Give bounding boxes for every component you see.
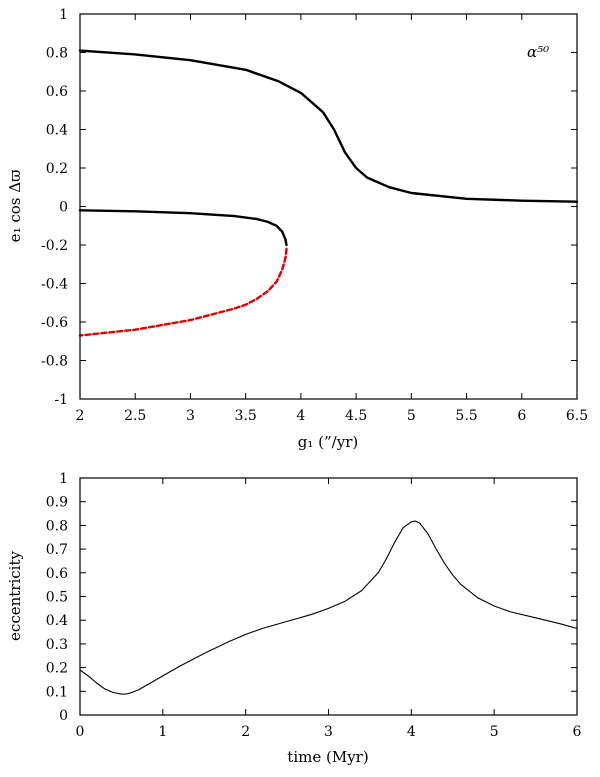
bottom-x-tick-label: 6 <box>573 724 582 740</box>
top-y-tick-label: -0.2 <box>41 238 68 254</box>
top-y-tick-label: -1 <box>54 392 68 408</box>
top-x-tick-label: 3.5 <box>235 408 257 424</box>
top-y-tick-label: 0 <box>59 200 68 216</box>
bottom-y-tick-label: 0.5 <box>46 590 68 606</box>
bottom-x-tick-label: 2 <box>241 724 250 740</box>
bottom-y-tick-label: 0.2 <box>46 661 68 677</box>
top-x-tick-label: 4.5 <box>345 408 367 424</box>
top-x-tick-label: 2 <box>76 408 85 424</box>
top-x-axis-label: g₁ (”/yr) <box>298 433 358 451</box>
top-y-tick-label: 0.6 <box>46 84 68 100</box>
top-x-tick-label: 2.5 <box>124 408 146 424</box>
top-y-tick-label: 0.2 <box>46 161 68 177</box>
bottom-chart: 0 1 2 3 4 5 6 1 0.9 0.8 0.7 0.6 0.5 0.4 0.3 0.2 0.1 0 tim… <box>6 471 582 766</box>
top-y-tick-label: 0.8 <box>46 46 68 62</box>
top-x-tick-label: 5 <box>407 408 416 424</box>
top-y-tick-label: -0.8 <box>41 354 68 370</box>
bottom-y-tick-label: 1 <box>59 471 68 487</box>
bottom-series-0 <box>79 520 578 695</box>
top-y-axis-label: e₁ cos Δϖ <box>6 170 24 243</box>
top-x-tick-label: 4 <box>296 408 305 424</box>
bottom-y-tick-label: 0.1 <box>46 684 68 700</box>
bottom-y-tick-label: 0.6 <box>46 566 68 582</box>
top-x-tick-label: 6 <box>517 408 526 424</box>
top-y-tick-label: 1 <box>59 7 68 23</box>
top-chart-ticks: 2 2.5 3 3.5 4 4.5 5 5.5 6 6.5 1 0.8 0.6 0.4 0.2 0 -0.2 -0… <box>41 7 588 424</box>
top-y-tick-label: 0.4 <box>46 123 68 139</box>
alpha-50-annotation: α⁵⁰ <box>527 43 549 61</box>
top-chart-series <box>78 49 579 337</box>
top-y-tick-label: -0.4 <box>41 277 68 293</box>
top-series-1 <box>78 209 288 247</box>
top-x-tick-label: 6.5 <box>566 408 588 424</box>
top-x-tick-label: 3 <box>186 408 195 424</box>
bottom-y-tick-label: 0.9 <box>46 495 68 511</box>
bottom-chart-series <box>79 520 578 695</box>
top-chart: 2 2.5 3 3.5 4 4.5 5 5.5 6 6.5 1 0.8 0.6 0.4 0.2 0 -0.2 -0… <box>6 7 588 451</box>
bottom-chart-ticks: 0 1 2 3 4 5 6 1 0.9 0.8 0.7 0.6 0.5 0.4 0.3 0.2 0.1 0 <box>46 471 582 740</box>
bottom-x-axis-label: time (Myr) <box>287 748 368 766</box>
bottom-x-tick-label: 4 <box>407 724 416 740</box>
top-y-tick-label: -0.6 <box>41 315 68 331</box>
top-plot-frame <box>79 13 578 400</box>
top-x-tick-label: 5.5 <box>455 408 477 424</box>
bottom-y-axis-label: eccentricity <box>6 551 24 641</box>
bottom-y-tick-label: 0.7 <box>46 542 68 558</box>
bottom-y-tick-label: 0 <box>59 708 68 724</box>
bottom-y-tick-label: 0.3 <box>46 637 68 653</box>
bottom-x-tick-label: 0 <box>76 724 85 740</box>
bottom-x-tick-label: 5 <box>490 724 499 740</box>
bottom-plot-frame <box>79 477 578 716</box>
bottom-y-tick-label: 0.4 <box>46 613 68 629</box>
bottom-x-tick-label: 1 <box>158 724 167 740</box>
top-series-2-dashed <box>78 247 288 337</box>
bottom-x-tick-label: 3 <box>324 724 333 740</box>
bottom-y-tick-label: 0.8 <box>46 518 68 534</box>
top-series-0 <box>78 49 579 203</box>
